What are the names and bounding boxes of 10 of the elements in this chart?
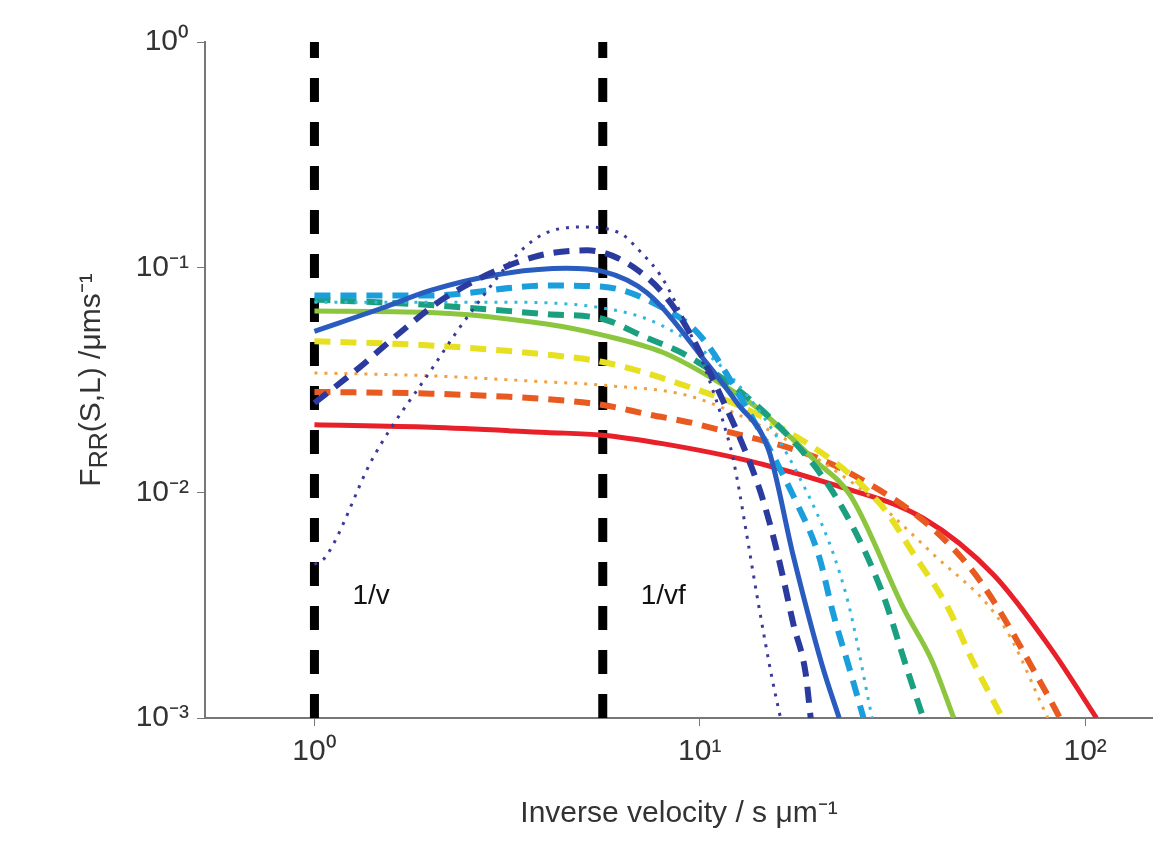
y-tick-label: 10⁰ [144, 23, 189, 57]
x-tick-label: 10⁰ [292, 733, 337, 767]
x-axis-title: Inverse velocity / s μm⁻¹ [519, 794, 839, 830]
x-tick-label: 10² [1063, 733, 1107, 767]
y-tick-label: 10⁻² [135, 473, 190, 507]
y-tick-label: 10⁻³ [135, 699, 190, 733]
ref-line-label: 1/v [352, 579, 390, 611]
x-tick-label: 10¹ [678, 733, 722, 767]
ref-line-label: 1/vf [640, 579, 687, 611]
y-tick-label: 10⁻¹ [135, 248, 190, 282]
